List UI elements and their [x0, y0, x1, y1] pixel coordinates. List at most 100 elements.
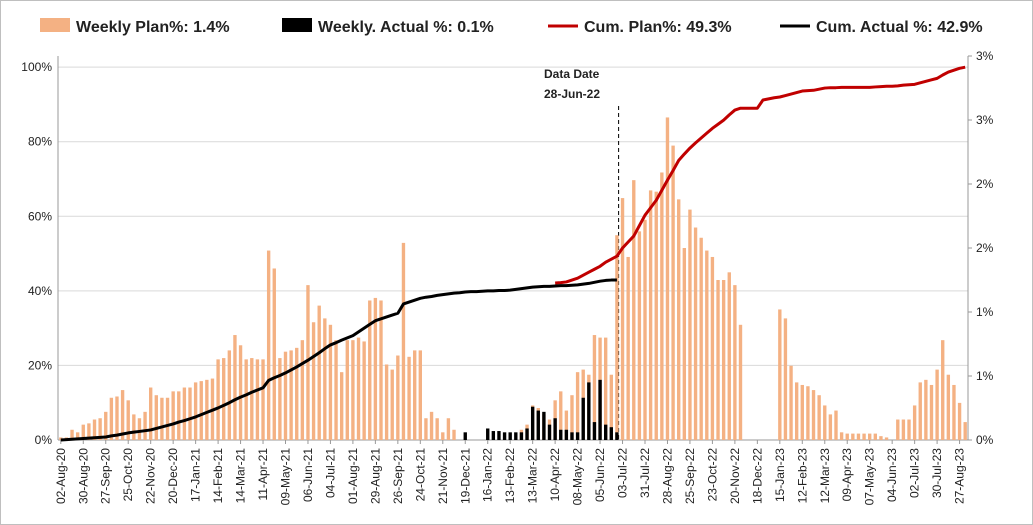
bar: [677, 199, 681, 440]
bar: [581, 397, 585, 440]
bar: [716, 280, 720, 440]
bar: [648, 190, 653, 440]
bar: [306, 285, 310, 440]
x-tick-label: 01-Aug-21: [346, 448, 360, 504]
bar: [328, 324, 333, 440]
bar: [446, 418, 451, 440]
bar: [295, 347, 299, 440]
bar: [424, 418, 428, 440]
bar: [525, 428, 529, 440]
line: [60, 278, 617, 442]
bar: [188, 387, 192, 440]
bar: [497, 431, 501, 440]
legend-label: Cum. Plan%: 49.3%: [584, 19, 732, 36]
bar: [688, 209, 692, 440]
bar: [81, 424, 85, 440]
bar: [177, 391, 181, 440]
y-tick-label: 0%: [35, 433, 53, 447]
bar: [75, 432, 80, 440]
bar: [828, 414, 833, 440]
bar: [912, 405, 917, 440]
x-tick-label: 30-Jul-23: [930, 448, 944, 498]
x-tick-label: 12-Mar-23: [818, 448, 832, 504]
bar: [160, 397, 164, 440]
bar: [154, 395, 158, 440]
bar: [553, 418, 557, 440]
y-tick-label: 40%: [28, 284, 52, 298]
bar: [143, 411, 147, 440]
bar: [362, 341, 366, 440]
bar: [283, 351, 288, 440]
x-tick-label: 04-Jul-21: [323, 448, 337, 498]
bar: [429, 411, 434, 440]
bar: [165, 397, 170, 440]
x-tick-label: 27-Aug-23: [953, 448, 967, 504]
bar: [368, 300, 372, 440]
y2-tick-label: 0%: [976, 433, 994, 447]
bar: [317, 305, 321, 440]
bar: [845, 433, 849, 440]
x-tick-label: 06-Jun-21: [301, 448, 315, 502]
bar: [334, 340, 338, 440]
bar: [575, 372, 580, 440]
bar: [519, 432, 524, 440]
x-tick-label: 25-Sep-22: [683, 448, 697, 504]
x-tick-label: 13-Feb-22: [503, 448, 517, 504]
bar: [452, 429, 456, 440]
bar: [514, 432, 518, 440]
bar: [289, 350, 293, 440]
bar: [839, 432, 844, 440]
x-tick-label: 08-May-22: [571, 448, 585, 506]
bar: [250, 358, 254, 440]
bar: [941, 340, 945, 440]
bar: [598, 379, 602, 440]
x-tick-label: 11-Apr-21: [256, 448, 270, 501]
bar: [952, 384, 956, 440]
bar: [323, 318, 327, 440]
bar: [418, 350, 422, 440]
bar: [193, 382, 198, 440]
bar: [233, 335, 237, 440]
bar: [216, 359, 220, 440]
bar: [435, 418, 439, 440]
bar: [896, 419, 900, 440]
y-tick-label: 60%: [28, 209, 52, 223]
bar: [547, 424, 552, 440]
bar: [901, 419, 906, 440]
bar: [98, 418, 102, 440]
y-tick-label: 20%: [28, 358, 52, 372]
bar: [924, 379, 928, 440]
x-tick-label: 02-Jul-23: [908, 448, 922, 498]
y2-tick-label: 2%: [976, 177, 994, 191]
bar: [856, 433, 861, 440]
x-tick-label: 10-Apr-22: [548, 448, 562, 502]
x-tick-label: 29-Aug-21: [368, 448, 382, 504]
legend-label: Weekly. Actual %: 0.1%: [318, 19, 494, 36]
bar: [266, 250, 271, 440]
bar: [570, 432, 574, 440]
bar: [660, 172, 664, 441]
bar: [222, 358, 226, 440]
bar: [120, 390, 125, 440]
bar: [373, 297, 378, 440]
bar: [604, 337, 608, 440]
bar: [592, 422, 597, 440]
bar: [390, 369, 394, 440]
bar: [811, 390, 816, 440]
bar: [907, 419, 911, 440]
x-tick-label: 23-Oct-22: [705, 448, 719, 502]
y2-tick-label: 3%: [976, 49, 994, 63]
bar: [705, 250, 709, 440]
bar: [620, 198, 625, 440]
bar: [682, 248, 687, 440]
x-tick-label: 02-Aug-20: [54, 448, 68, 504]
bar: [794, 382, 799, 440]
bar: [626, 256, 630, 440]
bar: [137, 418, 142, 440]
bar: [868, 433, 872, 440]
x-tick-label: 03-Jul-22: [616, 448, 630, 498]
legend-label: Weekly Plan%: 1.4%: [76, 19, 230, 36]
x-tick-label: 20-Dec-20: [166, 448, 180, 504]
bar: [665, 117, 670, 440]
bar: [238, 345, 243, 440]
